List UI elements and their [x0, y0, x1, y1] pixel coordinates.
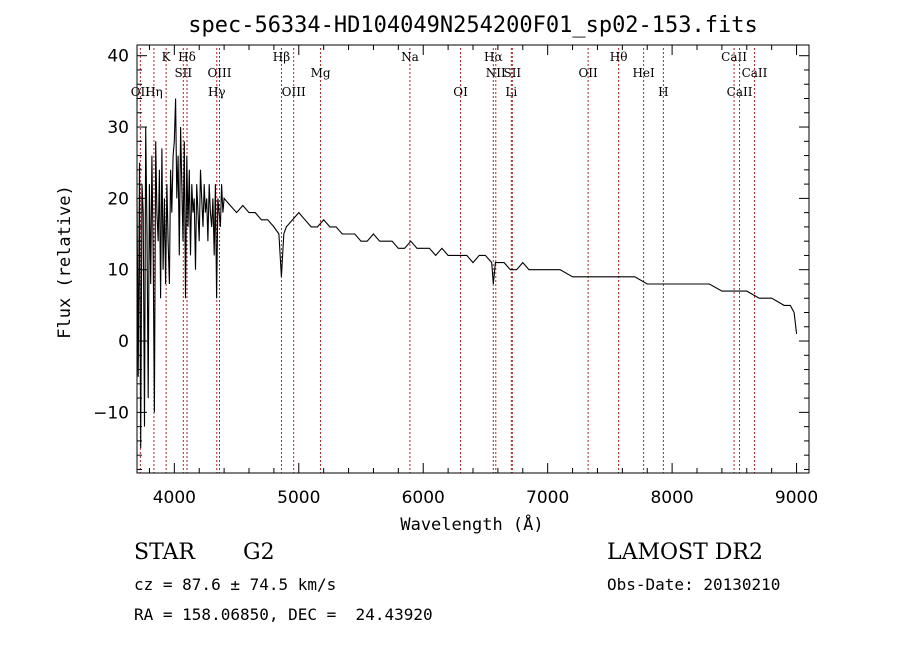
x-tick-label: 7000 [526, 488, 569, 508]
line-marker-label: CaII [721, 50, 747, 64]
plot-frame [136, 44, 810, 474]
line-marker-label: OII [131, 85, 151, 99]
survey-name: LAMOST DR2 [607, 540, 763, 565]
x-tick-label: 4000 [153, 488, 196, 508]
y-tick-label: 0 [118, 332, 129, 352]
y-axis-label: Flux (relative) [55, 185, 75, 339]
observation-date: Obs-Date: 20130210 [607, 575, 781, 594]
redshift-cz: cz = 87.6 ± 74.5 km/s [134, 575, 337, 594]
line-marker-label: SII [174, 66, 192, 80]
line-marker-label: HeI [632, 66, 655, 80]
line-marker-label: SII [503, 66, 521, 80]
line-marker-label: OIII [207, 66, 231, 80]
line-marker-label: CaII [727, 85, 753, 99]
line-marker-label: Hα [484, 50, 503, 64]
y-tick-label: 30 [107, 118, 129, 138]
axis-ticks: 4000 5000 6000 7000 8000 9000 −10 0 10 20 30 40 [93, 45, 818, 508]
x-tick-label: 6000 [402, 488, 445, 508]
object-subclass: G2 [243, 540, 275, 565]
line-marker-label: OI [453, 85, 468, 99]
x-tick-label: 5000 [277, 488, 320, 508]
line-marker-label: Hη [145, 85, 163, 99]
chart-title: spec-56334-HD104049N254200F01_sp02-153.f… [188, 13, 758, 38]
x-tick-label: 9000 [775, 488, 818, 508]
line-marker-label: K [162, 50, 172, 64]
y-tick-label: 10 [107, 261, 129, 281]
line-marker-label: H [658, 85, 668, 99]
y-tick-label: 40 [107, 47, 129, 67]
line-marker-label: Li [505, 85, 517, 99]
line-marker-label: Hθ [610, 50, 628, 64]
line-marker-label: CaII [742, 66, 768, 80]
line-marker-label: Na [401, 50, 419, 64]
object-class: STAR [134, 540, 195, 565]
coordinates: RA = 158.06850, DEC = 24.43920 [134, 605, 433, 624]
x-tick-label: 8000 [650, 488, 693, 508]
line-marker-label: OII [578, 66, 598, 80]
line-marker-label: Hγ [208, 85, 226, 99]
spectrum-line [136, 98, 798, 449]
line-marker-label: Hδ [178, 50, 196, 64]
line-marker-label: NII [486, 66, 506, 80]
y-tick-label: −10 [93, 403, 129, 423]
line-marker-label: Hβ [273, 50, 290, 64]
y-tick-label: 20 [107, 189, 129, 209]
line-marker-label: OIII [282, 85, 306, 99]
x-axis-label: Wavelength (Å) [400, 513, 543, 535]
line-marker-label: Mg [311, 66, 331, 80]
